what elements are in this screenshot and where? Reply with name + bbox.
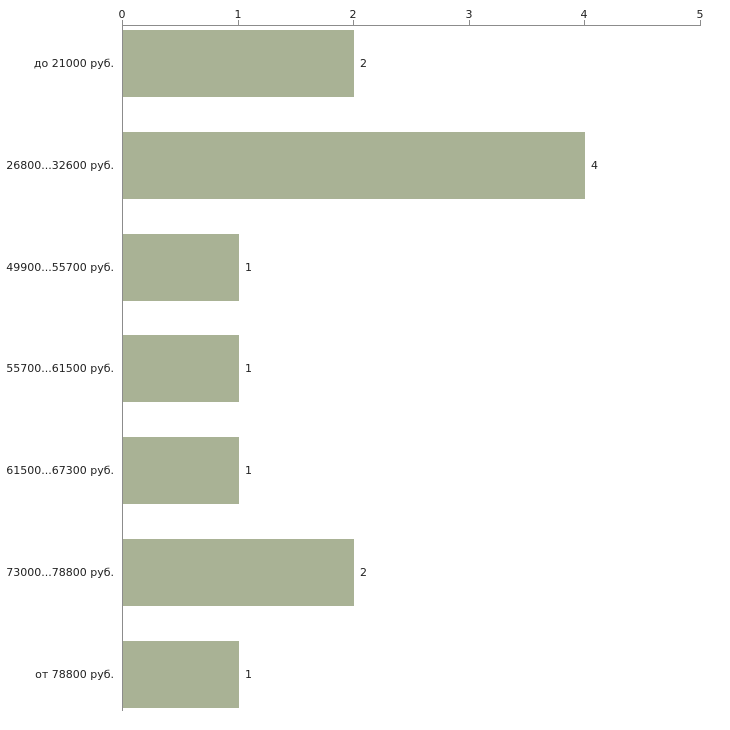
x-tick-mark bbox=[122, 20, 123, 26]
category-label: 55700...61500 руб. bbox=[6, 362, 114, 375]
value-label: 1 bbox=[245, 362, 252, 375]
value-label: 1 bbox=[245, 464, 252, 477]
x-tick-mark bbox=[238, 20, 239, 26]
bar bbox=[123, 641, 239, 708]
x-tick-mark bbox=[584, 20, 585, 26]
value-label: 2 bbox=[360, 57, 367, 70]
bar bbox=[123, 30, 354, 97]
value-label: 2 bbox=[360, 566, 367, 579]
x-tick-mark bbox=[700, 20, 701, 26]
value-label: 4 bbox=[591, 159, 598, 172]
bar bbox=[123, 132, 585, 199]
x-tick-label: 3 bbox=[465, 8, 473, 21]
bar bbox=[123, 234, 239, 301]
value-label: 1 bbox=[245, 261, 252, 274]
x-tick-mark bbox=[353, 20, 354, 26]
category-label: 26800...32600 руб. bbox=[6, 159, 114, 172]
x-tick-mark bbox=[469, 20, 470, 26]
x-axis-line bbox=[122, 25, 701, 26]
category-label: до 21000 руб. bbox=[33, 57, 114, 70]
y-axis-line bbox=[122, 25, 123, 711]
x-tick-label: 1 bbox=[234, 8, 242, 21]
category-label: 49900...55700 руб. bbox=[6, 261, 114, 274]
x-tick-label: 4 bbox=[580, 8, 588, 21]
bar bbox=[123, 539, 354, 606]
x-tick-label: 2 bbox=[349, 8, 357, 21]
category-label: 73000...78800 руб. bbox=[6, 566, 114, 579]
value-label: 1 bbox=[245, 668, 252, 681]
bar bbox=[123, 437, 239, 504]
bar bbox=[123, 335, 239, 402]
x-tick-label: 5 bbox=[696, 8, 704, 21]
x-tick-label: 0 bbox=[118, 8, 126, 21]
category-label: от 78800 руб. bbox=[35, 668, 114, 681]
category-label: 61500...67300 руб. bbox=[6, 464, 114, 477]
